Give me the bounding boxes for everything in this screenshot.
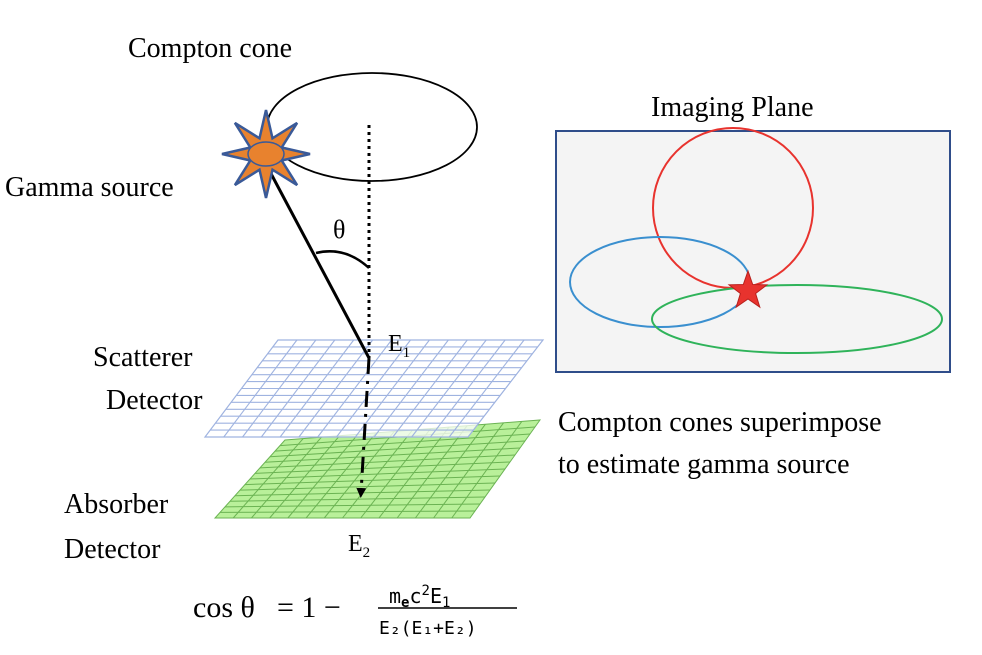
gamma-source-icon (221, 109, 311, 199)
formula-equals: = 1 − (277, 591, 341, 624)
formula-denominator: E₂(E₁+E₂) (379, 618, 477, 639)
grid-line (414, 423, 486, 519)
absorber-label-line2: Detector (64, 534, 161, 565)
compton-formula: cos θ = 1 − mec2E1 E₂(E₁+E₂) (193, 583, 517, 639)
scattered-gamma-ray-arrow (356, 357, 371, 498)
grid-line (249, 468, 506, 480)
caption-line1: Compton cones superimpose (558, 407, 882, 438)
incident-gamma-ray (266, 167, 371, 359)
grid-line (360, 428, 432, 519)
grid-line (396, 425, 468, 519)
absorber-detector-plate (213, 419, 542, 519)
grid-line (451, 421, 523, 519)
formula-numerator: mec2E1 (389, 583, 450, 611)
theta-label: θ (333, 215, 345, 244)
scatterer-detector-plate (203, 339, 545, 438)
imaging-plane-panel (555, 130, 951, 373)
caption-line2: to estimate gamma source (558, 449, 850, 480)
grid-line (392, 339, 468, 438)
formula-lhs: cos θ (193, 591, 255, 624)
grid-line (378, 426, 450, 519)
scatterer-label-line2: Detector (106, 385, 203, 416)
grid-line (239, 482, 496, 491)
imaging-plane-title: Imaging Plane (651, 92, 814, 123)
grid-line (448, 339, 525, 438)
grid-line (354, 339, 430, 438)
grid-line (224, 503, 481, 508)
gamma-source-label: Gamma source (5, 172, 174, 203)
e2-label: E2 (348, 531, 370, 561)
e1-label: E1 (388, 331, 410, 361)
grid-line (433, 422, 504, 519)
grid-line (411, 339, 487, 438)
green-compton-ring (651, 284, 943, 354)
grid-line (229, 496, 486, 502)
estimated-source-star-icon (727, 269, 769, 309)
absorber-label-line1: Absorber (64, 489, 169, 520)
scatterer-label-line1: Scatterer (93, 342, 193, 373)
compton-cone-label: Compton cone (128, 33, 292, 64)
compton-cone-ellipse (266, 72, 478, 182)
grid-line (373, 339, 449, 438)
theta-angle-arc (315, 250, 370, 269)
grid-line (244, 475, 501, 486)
grid-line (219, 510, 476, 513)
grid-line (429, 339, 506, 438)
